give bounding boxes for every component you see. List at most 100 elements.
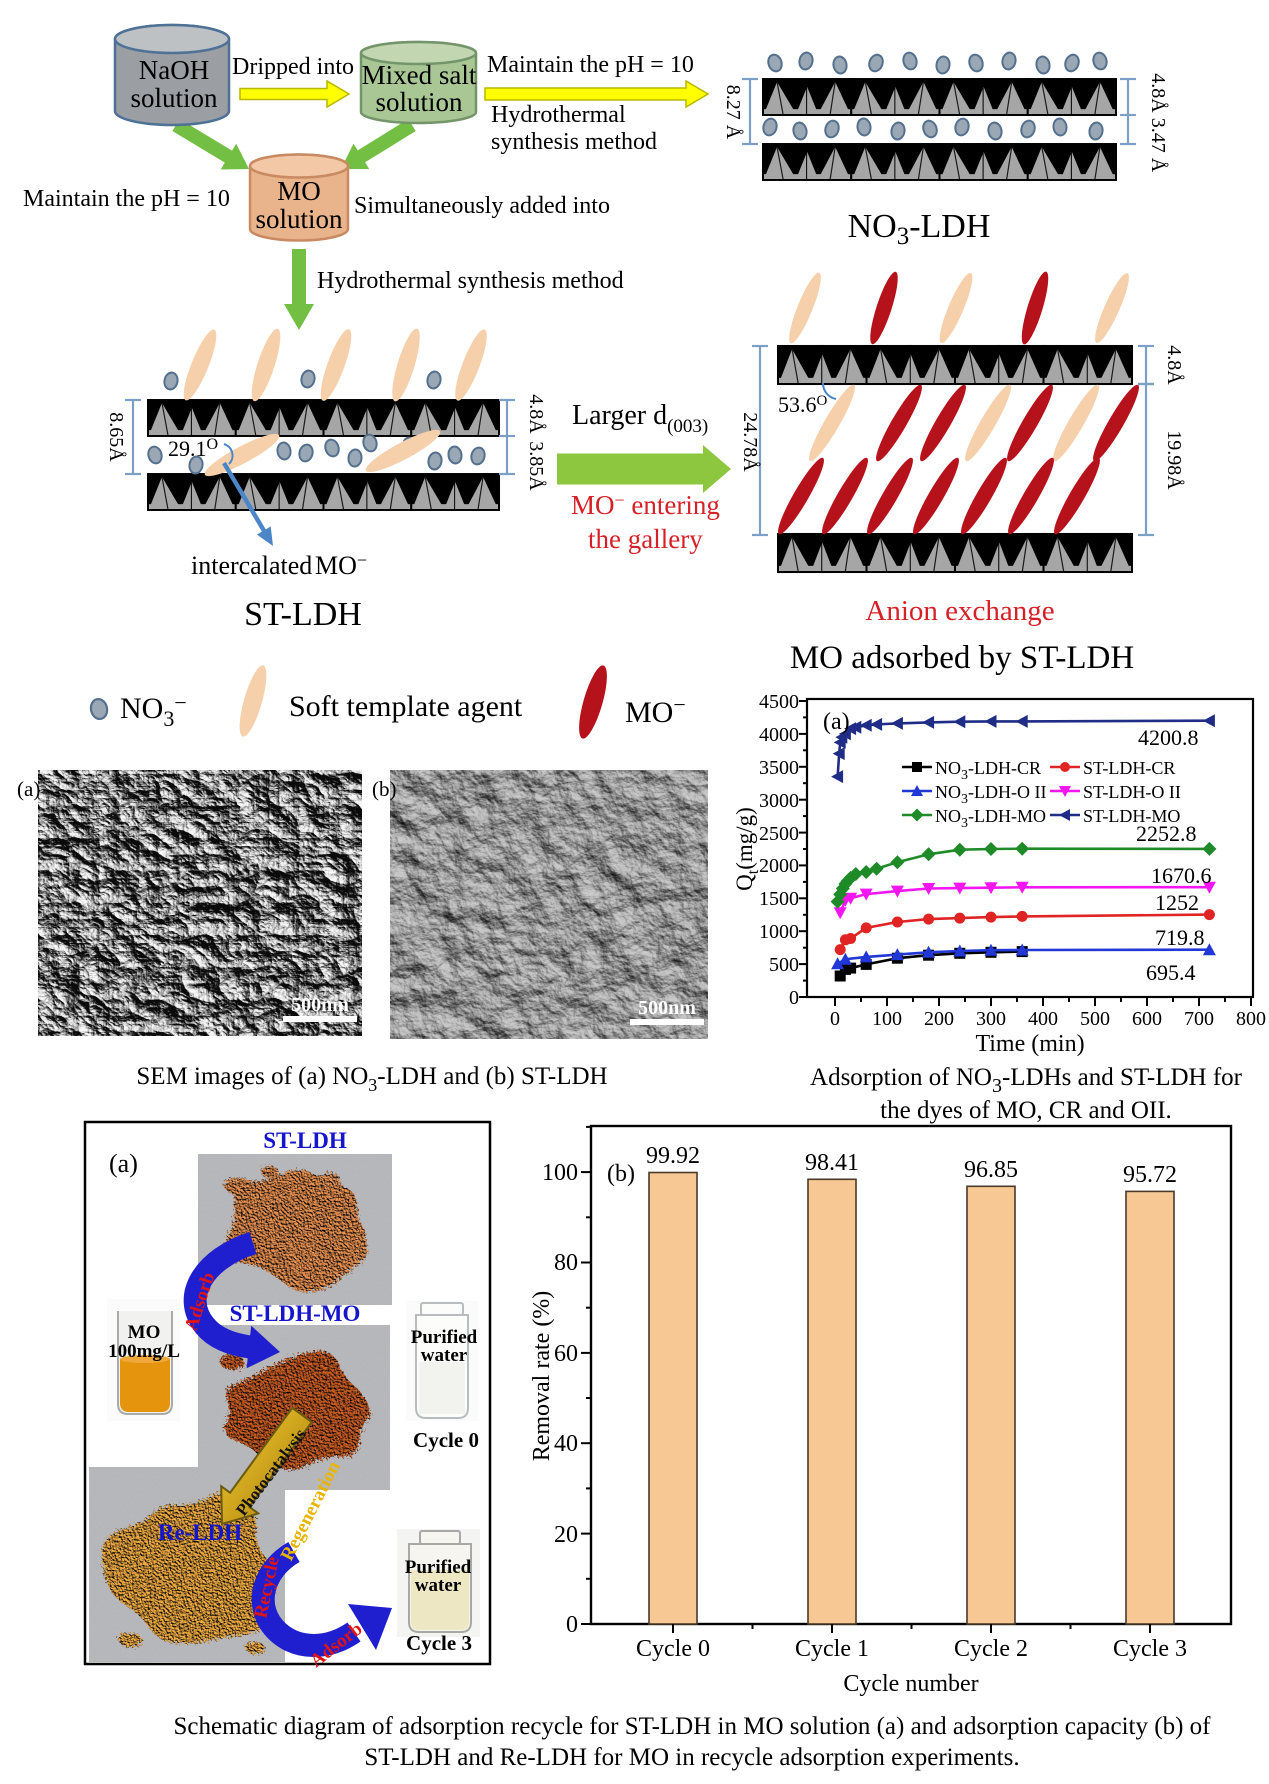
svg-text:24.78Å: 24.78Å bbox=[739, 412, 761, 472]
svg-text:Maintain the pH = 10: Maintain the pH = 10 bbox=[487, 52, 694, 78]
svg-text:Re-LDH: Re-LDH bbox=[158, 1520, 242, 1545]
svg-text:60: 60 bbox=[554, 1341, 578, 1367]
svg-text:2500: 2500 bbox=[759, 823, 799, 845]
svg-text:400: 400 bbox=[1028, 1008, 1058, 1030]
svg-text:Cycle 0: Cycle 0 bbox=[636, 1636, 710, 1662]
svg-text:ST-LDH: ST-LDH bbox=[263, 1128, 347, 1153]
svg-text:Schematic diagram of adsorptio: Schematic diagram of adsorption recycle … bbox=[174, 1713, 1212, 1740]
svg-text:Larger d(003): Larger d(003) bbox=[572, 400, 708, 437]
svg-text:solution: solution bbox=[255, 204, 343, 234]
svg-text:4200.8: 4200.8 bbox=[1138, 725, 1199, 750]
svg-text:4.8Å: 4.8Å bbox=[1147, 73, 1169, 113]
svg-text:Hydrothermal synthesis method: Hydrothermal synthesis method bbox=[317, 268, 624, 294]
svg-text:Hydrothermal: Hydrothermal bbox=[491, 102, 626, 128]
svg-text:water: water bbox=[421, 1345, 468, 1366]
svg-text:98.41: 98.41 bbox=[805, 1150, 859, 1176]
svg-text:ST-LDH-CR: ST-LDH-CR bbox=[1083, 758, 1175, 778]
svg-text:800: 800 bbox=[1236, 1008, 1266, 1030]
svg-text:Cycle number: Cycle number bbox=[843, 1671, 978, 1697]
svg-text:500: 500 bbox=[1080, 1008, 1110, 1030]
svg-text:3500: 3500 bbox=[759, 757, 799, 779]
svg-text:NO3−: NO3− bbox=[120, 690, 187, 731]
svg-text:MO−: MO− bbox=[625, 692, 686, 729]
svg-text:100mg/L: 100mg/L bbox=[108, 1341, 180, 1362]
svg-text:8.27 Å: 8.27 Å bbox=[722, 85, 744, 140]
svg-text:2252.8: 2252.8 bbox=[1136, 821, 1197, 846]
svg-text:100: 100 bbox=[872, 1008, 902, 1030]
svg-text:40: 40 bbox=[554, 1431, 578, 1457]
svg-text:80: 80 bbox=[554, 1250, 578, 1276]
svg-text:500: 500 bbox=[769, 954, 799, 976]
svg-text:MO: MO bbox=[277, 176, 321, 206]
svg-text:Mixed salt: Mixed salt bbox=[362, 60, 477, 90]
svg-text:(b): (b) bbox=[607, 1161, 635, 1187]
svg-text:719.8: 719.8 bbox=[1155, 925, 1205, 950]
svg-text:95.72: 95.72 bbox=[1123, 1162, 1177, 1188]
svg-text:NO3-LDH-O II: NO3-LDH-O II bbox=[935, 782, 1046, 807]
svg-text:ST-LDH-MO: ST-LDH-MO bbox=[230, 1301, 361, 1326]
svg-text:ST-LDH-O II: ST-LDH-O II bbox=[1083, 782, 1181, 802]
svg-text:the dyes of MO, CR and OII.: the dyes of MO, CR and OII. bbox=[880, 1097, 1172, 1124]
svg-text:synthesis method: synthesis method bbox=[491, 129, 657, 155]
svg-text:(a): (a) bbox=[823, 709, 850, 735]
svg-text:Maintain the pH = 10: Maintain the pH = 10 bbox=[23, 186, 230, 212]
svg-text:Adsorption of NO3-LDHs and ST-: Adsorption of NO3-LDHs and ST-LDH for bbox=[810, 1064, 1243, 1097]
svg-text:19.98Å: 19.98Å bbox=[1163, 430, 1185, 490]
svg-text:NO3-LDH-CR: NO3-LDH-CR bbox=[935, 758, 1041, 783]
svg-text:Anion exchange: Anion exchange bbox=[865, 595, 1054, 627]
svg-text:1670.6: 1670.6 bbox=[1151, 863, 1212, 888]
svg-text:Cycle 3: Cycle 3 bbox=[406, 1631, 472, 1655]
svg-text:1000: 1000 bbox=[759, 921, 799, 943]
svg-text:water: water bbox=[415, 1575, 462, 1596]
svg-text:4.8Å: 4.8Å bbox=[1163, 345, 1185, 385]
svg-text:700: 700 bbox=[1184, 1008, 1214, 1030]
svg-text:Soft template agent: Soft template agent bbox=[289, 690, 523, 723]
svg-text:600: 600 bbox=[1132, 1008, 1162, 1030]
svg-text:3.47 Å: 3.47 Å bbox=[1147, 118, 1169, 173]
svg-text:the gallery: the gallery bbox=[588, 524, 703, 554]
svg-text:0: 0 bbox=[789, 987, 799, 1009]
svg-text:29.1O: 29.1O bbox=[168, 436, 218, 461]
svg-text:695.4: 695.4 bbox=[1146, 960, 1196, 985]
svg-text:NaOH: NaOH bbox=[139, 55, 209, 85]
svg-text:200: 200 bbox=[924, 1008, 954, 1030]
svg-text:4.8Å: 4.8Å bbox=[525, 394, 547, 434]
svg-text:(b): (b) bbox=[372, 777, 397, 801]
svg-text:Cycle 1: Cycle 1 bbox=[795, 1636, 869, 1662]
svg-text:2000: 2000 bbox=[759, 855, 799, 877]
svg-text:4500: 4500 bbox=[759, 691, 799, 713]
svg-text:ST-LDH: ST-LDH bbox=[244, 596, 362, 633]
svg-text:8.65Å: 8.65Å bbox=[105, 412, 127, 462]
svg-text:NO3-LDH-MO: NO3-LDH-MO bbox=[935, 806, 1046, 831]
svg-text:Cycle 0: Cycle 0 bbox=[413, 1428, 479, 1452]
svg-text:20: 20 bbox=[554, 1522, 578, 1548]
svg-text:MO−: MO− bbox=[315, 550, 367, 580]
svg-text:300: 300 bbox=[976, 1008, 1006, 1030]
svg-text:solution: solution bbox=[375, 87, 463, 117]
svg-text:ST-LDH and Re-LDH for MO in re: ST-LDH and Re-LDH for MO in recycle adso… bbox=[364, 1744, 1019, 1771]
svg-text:Time (min): Time (min) bbox=[975, 1031, 1084, 1057]
svg-text:3000: 3000 bbox=[759, 790, 799, 812]
svg-text:SEM images of (a) NO3-LDH and: SEM images of (a) NO3-LDH and (b) ST-LDH bbox=[136, 1063, 607, 1095]
svg-text:1252: 1252 bbox=[1155, 890, 1199, 915]
svg-text:Removal rate (%): Removal rate (%) bbox=[529, 1291, 555, 1462]
svg-text:4000: 4000 bbox=[759, 724, 799, 746]
svg-text:100: 100 bbox=[542, 1160, 578, 1186]
svg-text:solution: solution bbox=[130, 83, 218, 113]
svg-text:96.85: 96.85 bbox=[964, 1157, 1018, 1183]
svg-text:Qt(mg/g): Qt(mg/g) bbox=[732, 807, 762, 891]
svg-text:Purified: Purified bbox=[411, 1327, 478, 1348]
svg-text:53.6O: 53.6O bbox=[778, 392, 828, 417]
svg-text:Cycle 2: Cycle 2 bbox=[954, 1636, 1028, 1662]
svg-text:ST-LDH-MO: ST-LDH-MO bbox=[1083, 806, 1180, 826]
svg-text:Dripped into: Dripped into bbox=[232, 54, 354, 80]
svg-text:(a): (a) bbox=[17, 777, 40, 801]
svg-text:intercalated: intercalated bbox=[191, 551, 312, 580]
svg-text:0: 0 bbox=[566, 1612, 578, 1638]
svg-text:MO− entering: MO− entering bbox=[571, 490, 720, 520]
svg-text:Cycle 3: Cycle 3 bbox=[1113, 1636, 1187, 1662]
svg-text:500nm: 500nm bbox=[291, 994, 349, 1016]
svg-text:Purified: Purified bbox=[405, 1557, 472, 1578]
svg-text:(a): (a) bbox=[109, 1149, 138, 1178]
svg-text:NO3-LDH: NO3-LDH bbox=[848, 208, 991, 250]
